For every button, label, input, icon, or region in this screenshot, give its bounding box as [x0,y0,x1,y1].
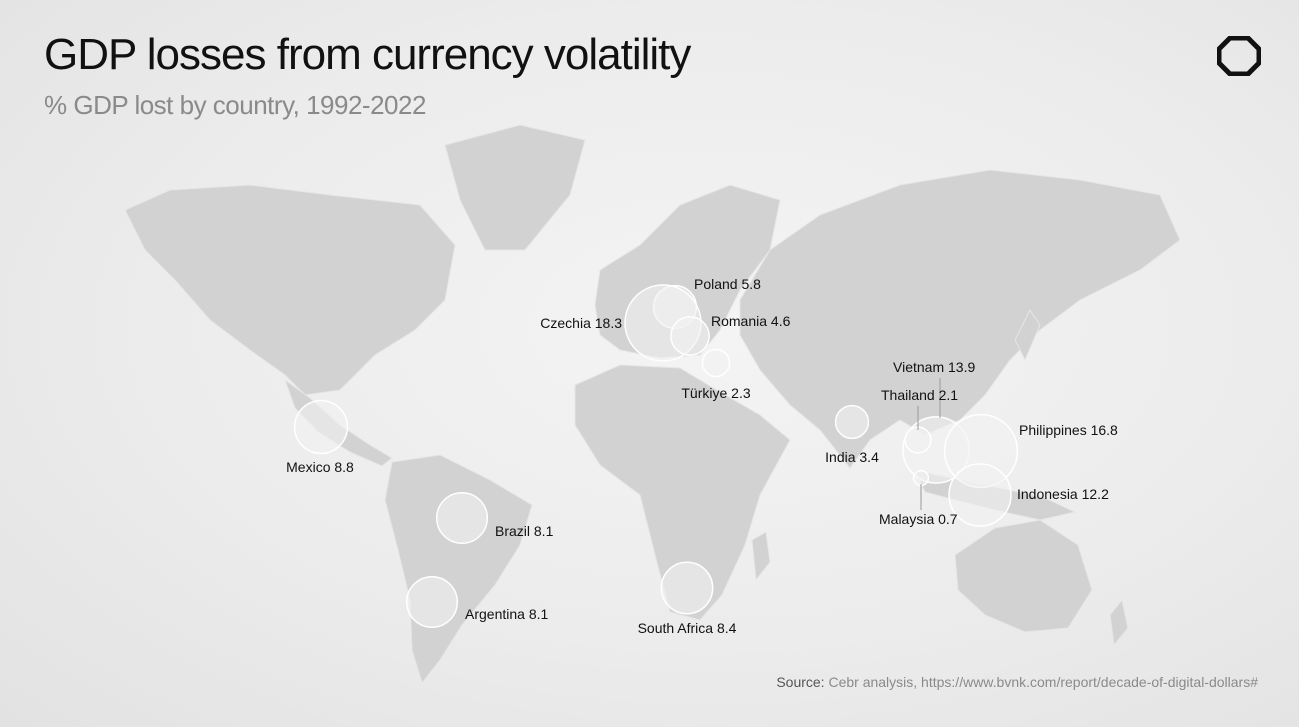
australia-shape [954,519,1093,633]
bubble-argentina [405,575,459,629]
greenland-shape [444,124,586,251]
asia-shape [739,169,1181,469]
label-mexico: Mexico 8.8 [286,459,354,475]
label-india: India 3.4 [825,449,879,465]
bubble-malaysia [912,469,930,487]
south-america-shape [384,454,533,685]
label-vietnam: Vietnam 13.9 [893,359,975,375]
label-malaysia: Malaysia 0.7 [879,511,958,527]
label-thailand: Thailand 2.1 [881,387,958,403]
bubble-south-africa [660,561,714,615]
bubble-brazil [435,491,489,545]
page-subtitle: % GDP lost by country, 1992-2022 [44,90,426,120]
leader-lines [917,378,941,510]
label-romania: Romania 4.6 [711,313,791,329]
japan-shape [1014,309,1041,362]
source-label: Source: [776,674,825,690]
land-masses [124,124,1181,685]
source-note: Source: Cebr analysis, https://www.bvnk.… [776,674,1258,690]
new-zealand-shape [1109,598,1129,647]
bubble-indonesia [948,463,1012,527]
source-text: Cebr analysis, https://www.bvnk.com/repo… [828,674,1258,690]
octagon-logo-icon [1217,36,1261,76]
bubble-india [834,404,870,440]
label-south-africa: South Africa 8.4 [638,620,737,636]
north-america-shape [124,184,456,396]
label-layer: Poland 5.8 Czechia 18.3 Romania 4.6 Türkiye… [286,276,1118,636]
bubble-layer [293,284,1019,629]
page-title: GDP losses from currency volatility [44,30,691,79]
label-brazil: Brazil 8.1 [495,523,554,539]
label-argentina: Argentina 8.1 [465,606,548,622]
label-indonesia: Indonesia 12.2 [1017,486,1109,502]
bubble-thailand [904,426,932,454]
label-philippines: Philippines 16.8 [1019,422,1118,438]
bubble-mexico [293,399,349,455]
label-czechia: Czechia 18.3 [540,315,622,331]
africa-shape [574,364,791,621]
label-t-rkiye: Türkiye 2.3 [681,385,750,401]
label-poland: Poland 5.8 [694,276,761,292]
madagascar-shape [751,531,771,582]
bubble-romania [670,316,710,356]
bubble-t-rkiye [701,348,731,378]
